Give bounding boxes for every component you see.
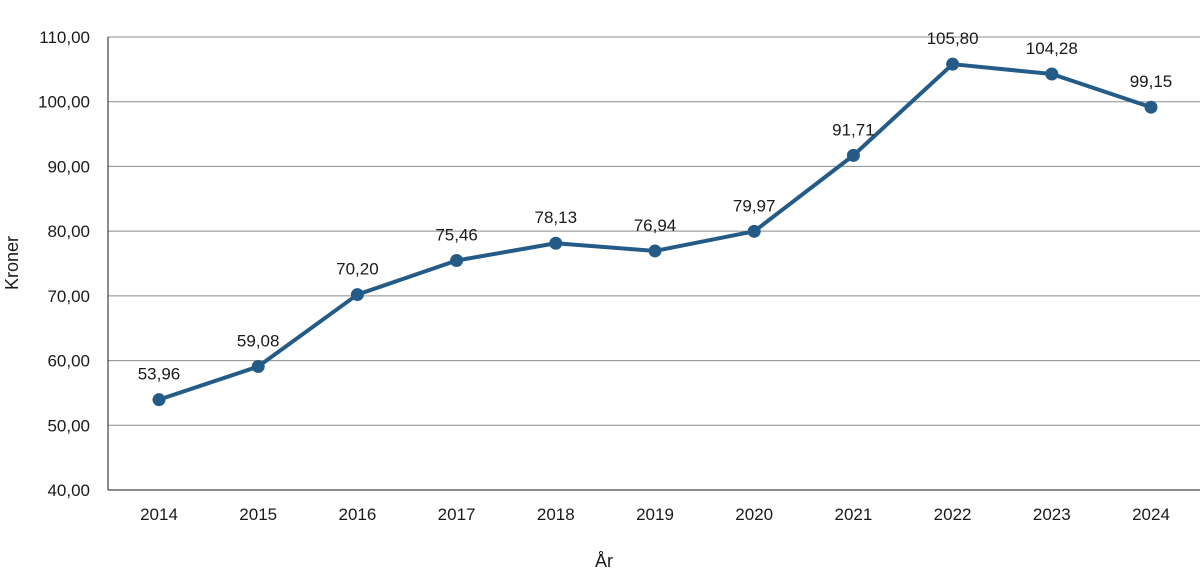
x-tick-label: 2023 [1033, 505, 1071, 524]
data-point [350, 288, 364, 302]
y-tick-label: 100,00 [38, 93, 90, 112]
x-tick-label: 2016 [338, 505, 376, 524]
data-label: 105,80 [927, 29, 979, 48]
data-point [152, 393, 166, 407]
x-tick-label: 2018 [537, 505, 575, 524]
data-label: 99,15 [1130, 72, 1173, 91]
data-label: 70,20 [336, 260, 379, 279]
data-label: 59,08 [237, 332, 280, 351]
y-tick-label: 80,00 [47, 222, 90, 241]
x-tick-label: 2014 [140, 505, 178, 524]
data-point [450, 254, 464, 268]
series-group [152, 57, 1158, 407]
data-label: 75,46 [435, 226, 478, 245]
data-label: 104,28 [1026, 39, 1078, 58]
x-tick-labels: 2014 2015 2016 2017 2018 2019 2020 2021 2022 2023… [140, 505, 1170, 524]
y-tick-label: 60,00 [47, 352, 90, 371]
x-tick-label: 2020 [735, 505, 773, 524]
y-axis-title: Kroner [2, 236, 22, 290]
y-tick-label: 110,00 [39, 28, 90, 47]
data-point [1144, 100, 1158, 114]
data-labels: 53,96 59,08 70,20 75,46 78,13 76,94 79,97 91,71… [138, 29, 1173, 383]
y-tick-label: 90,00 [47, 157, 90, 176]
x-tick-label: 2021 [834, 505, 872, 524]
y-tick-labels: 40,00 50,00 60,00 70,00 80,00 90,00 100,00 110,… [38, 28, 90, 500]
y-tick-label: 40,00 [47, 481, 90, 500]
data-point [846, 148, 860, 162]
data-label: 53,96 [138, 365, 181, 384]
data-point [549, 236, 563, 250]
y-tick-label: 70,00 [47, 287, 90, 306]
x-axis-title: År [595, 551, 613, 571]
y-tick-label: 50,00 [47, 416, 90, 435]
data-label: 78,13 [535, 208, 578, 227]
gridlines [107, 36, 1200, 491]
data-point [251, 360, 265, 374]
x-tick-label: 2015 [239, 505, 277, 524]
data-label: 79,97 [733, 196, 776, 215]
data-label: 91,71 [832, 120, 875, 139]
x-tick-label: 2019 [636, 505, 674, 524]
data-point [648, 244, 662, 258]
data-point [946, 57, 960, 71]
data-point [1045, 67, 1059, 81]
data-point [747, 224, 761, 238]
data-label: 76,94 [634, 216, 677, 235]
x-tick-label: 2017 [438, 505, 476, 524]
x-tick-label: 2022 [934, 505, 972, 524]
x-tick-label: 2024 [1132, 505, 1170, 524]
